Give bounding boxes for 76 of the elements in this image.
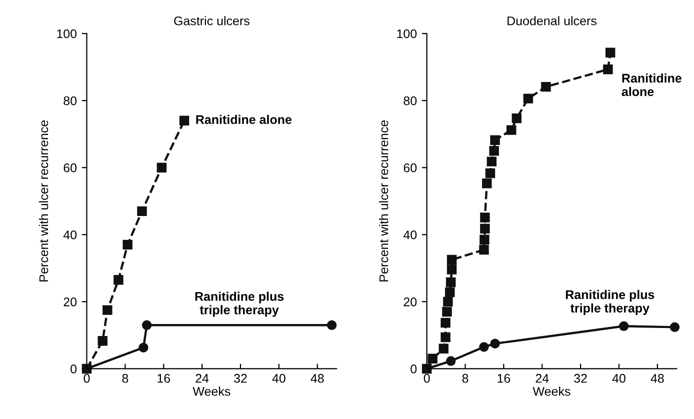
point (603, 64, 613, 74)
x-axis-title: Weeks (192, 386, 230, 396)
x-tick-label: 8 (122, 374, 128, 383)
x-tick-label: 0 (424, 374, 430, 383)
point (179, 116, 190, 126)
point (440, 318, 450, 328)
x-tick-label: 32 (574, 374, 587, 383)
y-tick-label: 60 (64, 163, 77, 172)
point (670, 322, 680, 332)
y-tick-label: 100 (57, 29, 77, 38)
series-label: Ranitidine plus triple therapy (195, 292, 284, 317)
y-tick-label: 40 (403, 230, 417, 240)
x-tick-label: 16 (158, 374, 170, 383)
point (446, 254, 457, 265)
point (98, 336, 108, 346)
point (605, 48, 616, 58)
point (440, 332, 450, 342)
point (428, 354, 438, 364)
point (114, 275, 124, 285)
point (142, 320, 152, 330)
point (137, 206, 147, 216)
y-tick-label: 0 (70, 364, 77, 374)
point (480, 224, 490, 234)
y-tick-label: 20 (404, 297, 417, 306)
x-tick-label: 0 (84, 374, 90, 383)
series-label: Ranitidine alone (622, 73, 682, 96)
point (506, 125, 516, 135)
y-tick-label: 0 (410, 364, 417, 374)
y-axis-title: Percent with ulcer recurrence (379, 120, 388, 282)
y-tick-label: 80 (64, 96, 77, 106)
series-label: Ranitidine alone (196, 114, 292, 124)
point (485, 168, 496, 178)
x-tick-label: 24 (536, 374, 549, 383)
point (438, 344, 448, 354)
point (443, 296, 453, 307)
point (122, 240, 132, 250)
point (102, 305, 112, 315)
point (490, 338, 500, 348)
x-tick-label: 16 (498, 374, 510, 383)
point (479, 342, 489, 352)
point (138, 342, 148, 352)
x-tick-label: 48 (650, 374, 664, 383)
point (326, 320, 337, 330)
chart-title: Duodenal ulcers (508, 16, 596, 26)
point (618, 321, 629, 332)
point (486, 156, 497, 166)
point (445, 287, 455, 298)
point (482, 178, 492, 188)
x-axis-title: Weeks (532, 386, 570, 396)
point (479, 244, 489, 255)
point (446, 264, 457, 274)
y-axis-title: Percent with ulcer recurrence (38, 120, 48, 282)
point (512, 113, 522, 124)
x-tick-label: 32 (234, 374, 247, 383)
point (446, 356, 456, 366)
point (489, 146, 499, 156)
series-label: Ranitidine plus triple therapy (566, 290, 654, 316)
point (442, 306, 452, 317)
point (156, 162, 167, 172)
point (490, 135, 500, 145)
point (446, 277, 456, 288)
x-tick-label: 40 (272, 374, 286, 383)
y-tick-label: 60 (404, 163, 417, 172)
y-tick-label: 100 (397, 29, 417, 38)
y-tick-label: 20 (64, 297, 77, 306)
y-tick-label: 80 (404, 96, 417, 106)
x-tick-label: 24 (196, 374, 209, 383)
chart-title: Gastric ulcers (174, 16, 250, 26)
point (523, 94, 534, 104)
point (480, 234, 490, 245)
point (480, 212, 490, 222)
y-tick-label: 40 (63, 230, 77, 240)
x-tick-label: 8 (462, 374, 468, 383)
point (541, 82, 551, 92)
x-tick-label: 48 (310, 374, 324, 383)
x-tick-label: 40 (612, 374, 626, 383)
